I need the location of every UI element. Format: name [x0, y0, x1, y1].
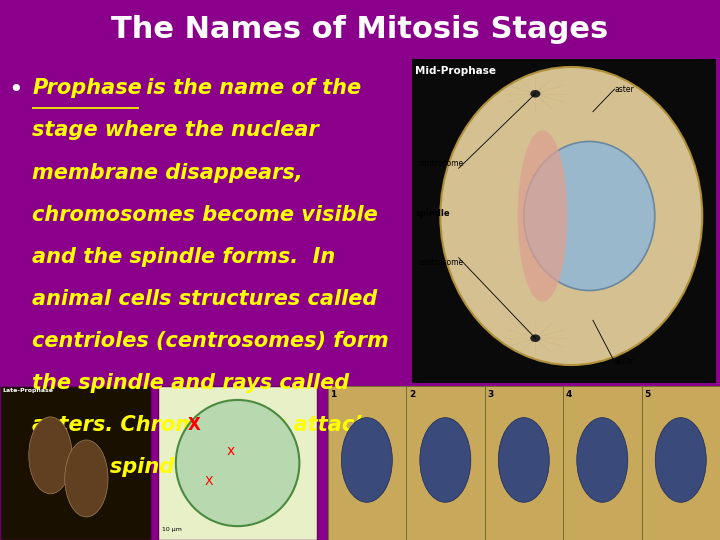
Text: and the spindle forms.  In: and the spindle forms. In: [32, 247, 336, 267]
Text: x: x: [226, 444, 235, 458]
Text: animal cells structures called: animal cells structures called: [32, 289, 378, 309]
FancyBboxPatch shape: [158, 386, 317, 540]
Text: Mid-Prophase: Mid-Prophase: [415, 66, 496, 76]
FancyBboxPatch shape: [328, 386, 406, 540]
Text: •: •: [9, 78, 23, 102]
Ellipse shape: [498, 417, 549, 502]
Ellipse shape: [655, 417, 706, 502]
Ellipse shape: [577, 417, 628, 502]
Text: the spindle and rays called: the spindle and rays called: [32, 373, 350, 393]
Circle shape: [530, 90, 540, 98]
Text: membrane disappears,: membrane disappears,: [32, 163, 303, 183]
FancyBboxPatch shape: [485, 386, 563, 540]
Text: X: X: [204, 475, 213, 488]
Text: X: X: [188, 416, 201, 434]
Text: centrosome: centrosome: [419, 258, 464, 267]
Text: Prophase: Prophase: [32, 78, 142, 98]
Text: chromosomes become visible: chromosomes become visible: [32, 205, 378, 225]
FancyBboxPatch shape: [406, 386, 485, 540]
Text: to the spindle fibers.: to the spindle fibers.: [32, 457, 279, 477]
Circle shape: [530, 334, 540, 342]
Ellipse shape: [524, 141, 654, 291]
FancyBboxPatch shape: [563, 386, 642, 540]
Text: 5: 5: [644, 390, 651, 400]
Text: Late-Prophase: Late-Prophase: [2, 388, 53, 393]
Text: centrioles (centrosomes) form: centrioles (centrosomes) form: [32, 331, 389, 351]
Text: aster: aster: [615, 357, 634, 366]
Text: 3: 3: [487, 390, 494, 400]
FancyBboxPatch shape: [0, 386, 151, 540]
Ellipse shape: [420, 417, 471, 502]
Text: stage where the nuclear: stage where the nuclear: [32, 120, 319, 140]
Text: The Names of Mitosis Stages: The Names of Mitosis Stages: [112, 15, 608, 44]
Text: aster: aster: [615, 85, 634, 93]
Ellipse shape: [441, 67, 702, 365]
FancyBboxPatch shape: [412, 59, 716, 383]
Ellipse shape: [176, 400, 300, 526]
Text: is the name of the: is the name of the: [139, 78, 361, 98]
Ellipse shape: [341, 417, 392, 502]
FancyBboxPatch shape: [642, 386, 720, 540]
Ellipse shape: [29, 417, 72, 494]
FancyBboxPatch shape: [0, 0, 720, 59]
Text: 10 μm: 10 μm: [162, 527, 182, 532]
Text: spindle: spindle: [415, 209, 450, 218]
Text: centrosome: centrosome: [419, 159, 464, 168]
Ellipse shape: [518, 130, 567, 302]
Text: 1: 1: [330, 390, 337, 400]
Ellipse shape: [65, 440, 108, 517]
Text: asters. Chromosomes attach: asters. Chromosomes attach: [32, 415, 369, 435]
Text: 4: 4: [566, 390, 572, 400]
Text: 2: 2: [409, 390, 415, 400]
